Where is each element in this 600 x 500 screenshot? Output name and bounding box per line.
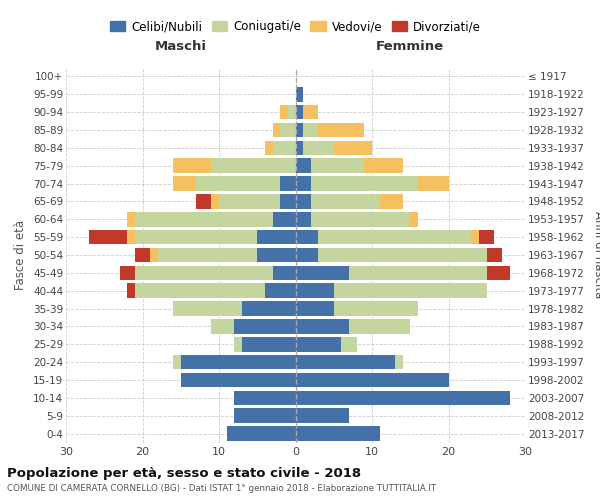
Bar (311, 212, 410, 226)
Bar (296, 194, 311, 209)
Bar (257, 248, 296, 262)
Bar (418, 176, 449, 191)
Bar (334, 284, 487, 298)
Bar (334, 301, 418, 316)
Bar (135, 284, 265, 298)
Bar (296, 248, 319, 262)
Bar (487, 266, 510, 280)
Bar (235, 408, 296, 423)
Bar (303, 140, 334, 155)
Bar (127, 230, 135, 244)
Bar (296, 212, 311, 226)
Bar (235, 390, 296, 405)
Bar (319, 122, 364, 138)
Bar (219, 194, 280, 209)
Bar (89, 230, 127, 244)
Bar (296, 284, 334, 298)
Bar (296, 158, 311, 173)
Bar (234, 337, 242, 351)
Bar (280, 122, 296, 138)
Bar (303, 105, 319, 120)
Bar (296, 372, 449, 388)
Bar (265, 140, 272, 155)
Bar (296, 176, 311, 191)
Legend: Celibi/Nubili, Coniugati/e, Vedovi/e, Divorziati/e: Celibi/Nubili, Coniugati/e, Vedovi/e, Di… (106, 16, 485, 38)
Bar (296, 230, 319, 244)
Bar (211, 158, 296, 173)
Bar (181, 372, 296, 388)
Bar (242, 301, 296, 316)
Bar (127, 284, 135, 298)
Bar (235, 319, 296, 334)
Bar (280, 194, 296, 209)
Bar (272, 140, 296, 155)
Bar (296, 105, 303, 120)
Bar (280, 176, 296, 191)
Bar (296, 390, 510, 405)
Bar (303, 122, 319, 138)
Bar (135, 248, 150, 262)
Text: COMUNE DI CAMERATA CORNELLO (BG) - Dati ISTAT 1° gennaio 2018 - Elaborazione TUT: COMUNE DI CAMERATA CORNELLO (BG) - Dati … (7, 484, 436, 493)
Bar (319, 248, 487, 262)
Bar (288, 105, 296, 120)
Bar (173, 301, 242, 316)
Bar (272, 122, 280, 138)
Bar (272, 212, 296, 226)
Bar (395, 355, 403, 370)
Bar (472, 230, 479, 244)
Bar (296, 122, 303, 138)
Bar (311, 158, 364, 173)
Bar (211, 319, 235, 334)
Bar (196, 194, 211, 209)
Bar (364, 158, 403, 173)
Bar (227, 426, 296, 441)
Bar (173, 176, 196, 191)
Bar (127, 212, 135, 226)
Bar (479, 230, 494, 244)
Bar (280, 105, 288, 120)
Bar (158, 248, 257, 262)
Bar (257, 230, 296, 244)
Bar (211, 194, 219, 209)
Bar (380, 194, 403, 209)
Y-axis label: Anni di nascita: Anni di nascita (592, 212, 600, 298)
Bar (296, 301, 334, 316)
Bar (181, 355, 296, 370)
Y-axis label: Fasce di età: Fasce di età (14, 220, 28, 290)
Bar (487, 248, 502, 262)
Bar (349, 319, 410, 334)
Bar (311, 176, 418, 191)
Bar (135, 230, 257, 244)
Bar (319, 230, 472, 244)
Bar (150, 248, 158, 262)
Text: Femmine: Femmine (376, 40, 445, 53)
Bar (242, 337, 296, 351)
Bar (296, 426, 380, 441)
Bar (196, 176, 280, 191)
Bar (410, 212, 418, 226)
Bar (272, 266, 296, 280)
Bar (173, 355, 181, 370)
Bar (296, 319, 349, 334)
Bar (296, 266, 349, 280)
Bar (296, 408, 349, 423)
Text: Popolazione per età, sesso e stato civile - 2018: Popolazione per età, sesso e stato civil… (7, 466, 361, 479)
Bar (135, 266, 272, 280)
Bar (296, 140, 303, 155)
Text: Maschi: Maschi (155, 40, 207, 53)
Bar (311, 194, 380, 209)
Bar (341, 337, 356, 351)
Bar (296, 337, 341, 351)
Bar (173, 158, 211, 173)
Bar (265, 284, 296, 298)
Bar (296, 87, 303, 102)
Bar (296, 355, 395, 370)
Bar (334, 140, 372, 155)
Bar (349, 266, 487, 280)
Bar (135, 212, 272, 226)
Bar (119, 266, 135, 280)
